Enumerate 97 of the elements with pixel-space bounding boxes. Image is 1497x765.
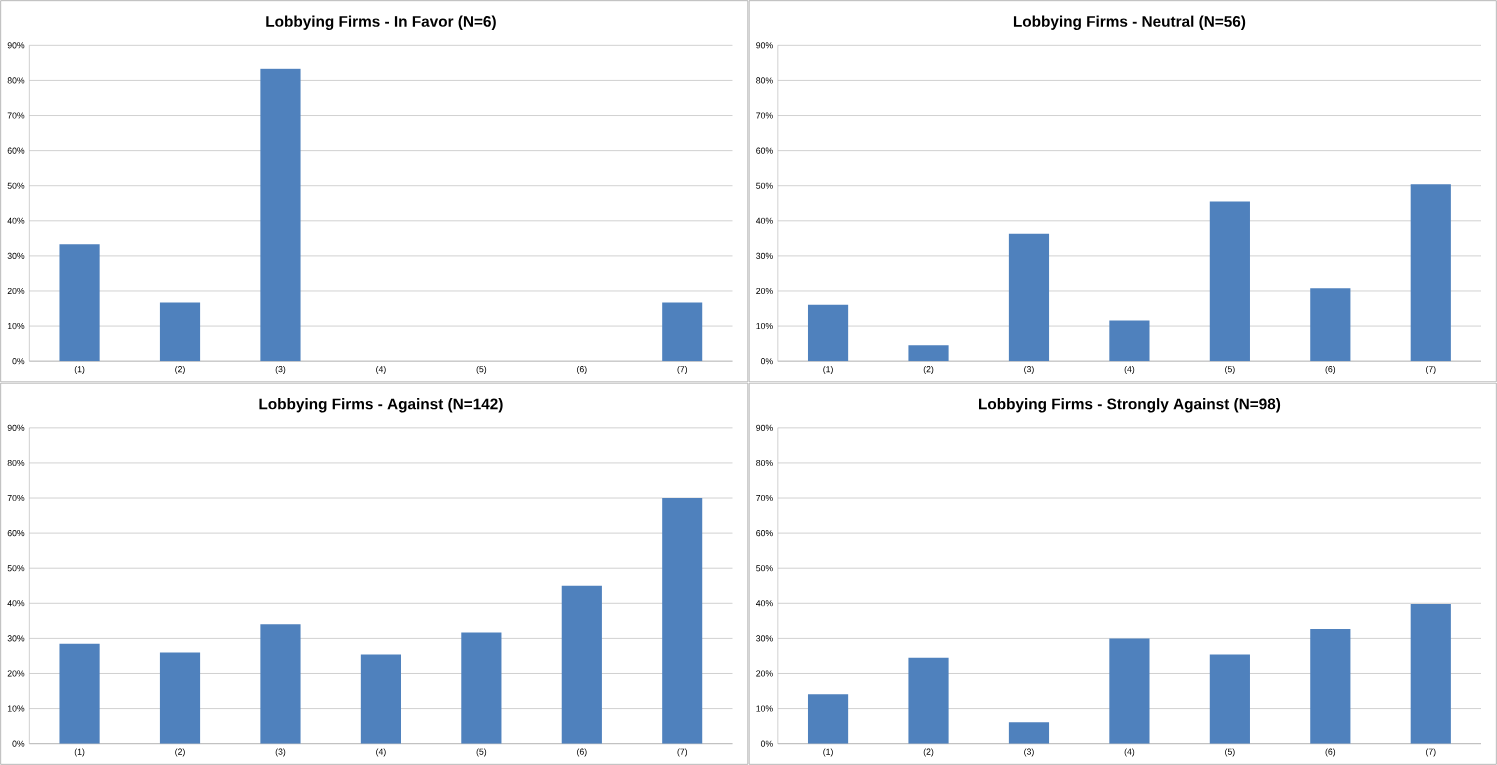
y-tick-label: 90% — [756, 424, 773, 431]
bar — [1310, 288, 1351, 362]
y-tick-label: 30% — [756, 252, 773, 259]
bar — [461, 632, 502, 744]
y-tick-label: 40% — [755, 600, 773, 607]
bar — [1109, 638, 1150, 744]
bar — [662, 302, 703, 362]
y-tick-label: 30% — [756, 635, 773, 642]
bar — [1008, 722, 1050, 744]
x-tick-label: (6) — [577, 748, 587, 757]
y-tick-label: 20% — [756, 287, 773, 295]
y-tick-label: 70% — [756, 494, 773, 502]
bar — [260, 68, 301, 362]
y-tick-label: 80% — [7, 459, 25, 466]
y-tick-label: 0% — [12, 740, 25, 747]
x-tick-label: (2) — [175, 748, 185, 757]
y-tick-label: 40% — [7, 600, 25, 607]
y-tick-label: 80% — [756, 77, 773, 84]
y-tick-label: 30% — [7, 635, 25, 642]
bar — [59, 643, 100, 744]
bar — [260, 624, 301, 744]
chart-title: Lobbying Firms - Strongly Against (N=98) — [979, 398, 1281, 413]
bar — [908, 345, 949, 362]
x-tick-label: (1) — [74, 365, 85, 374]
bar — [59, 244, 100, 362]
y-tick-label: 40% — [7, 217, 25, 224]
x-tick-label: (3) — [1024, 748, 1034, 757]
y-tick-label: 90% — [756, 42, 773, 49]
x-tick-label: (5) — [1225, 365, 1235, 374]
y-tick-label: 0% — [760, 358, 773, 365]
y-tick-label: 90% — [7, 42, 25, 49]
y-tick-label: 30% — [7, 252, 25, 259]
bar — [159, 652, 201, 744]
bar — [1209, 654, 1250, 744]
bar — [1008, 233, 1050, 362]
y-tick-label: 60% — [7, 530, 25, 537]
y-tick-label: 60% — [756, 530, 773, 537]
bar — [561, 585, 602, 744]
x-tick-label: (4) — [376, 365, 386, 374]
bar — [159, 302, 201, 362]
y-tick-label: 20% — [7, 287, 25, 295]
x-tick-label: (6) — [577, 365, 587, 374]
y-tick-label: 60% — [756, 147, 773, 154]
y-tick-label: 50% — [756, 182, 773, 189]
bar — [360, 654, 402, 744]
bar — [1310, 628, 1351, 744]
x-tick-label: (4) — [1124, 365, 1135, 374]
x-tick-label: (5) — [476, 748, 487, 757]
bar — [662, 498, 703, 744]
x-tick-label: (7) — [677, 748, 688, 757]
y-tick-label: 40% — [755, 217, 773, 224]
y-tick-label: 20% — [7, 670, 25, 677]
x-tick-label: (2) — [923, 365, 934, 374]
y-tick-label: 50% — [7, 565, 25, 572]
x-tick-label: (4) — [376, 748, 386, 757]
x-tick-label: (7) — [1426, 365, 1436, 374]
x-tick-label: (7) — [1426, 748, 1436, 757]
bar — [1410, 184, 1451, 362]
y-tick-label: 50% — [7, 182, 25, 189]
y-tick-label: 50% — [756, 565, 773, 572]
x-tick-label: (3) — [275, 365, 286, 374]
chart-title: Lobbying Firms - Neutral (N=56) — [1013, 15, 1246, 30]
y-tick-label: 60% — [7, 147, 25, 154]
bar — [807, 304, 849, 362]
y-tick-label: 0% — [760, 740, 773, 747]
y-tick-label: 0% — [12, 358, 25, 365]
x-tick-label: (5) — [1225, 748, 1235, 757]
x-tick-label: (6) — [1325, 365, 1336, 374]
x-tick-label: (7) — [677, 365, 688, 374]
x-tick-label: (3) — [1024, 365, 1034, 374]
x-tick-label: (1) — [823, 365, 833, 374]
bar — [1109, 320, 1150, 362]
chart-title: Lobbying Firms - Against (N=142) — [259, 398, 503, 413]
bar — [908, 657, 949, 744]
x-tick-label: (2) — [923, 748, 934, 757]
bar — [1410, 604, 1451, 744]
y-tick-label: 80% — [7, 77, 25, 84]
y-tick-label: 10% — [756, 705, 773, 712]
x-tick-label: (4) — [1124, 748, 1135, 757]
x-tick-label: (1) — [74, 748, 85, 757]
bar — [807, 694, 849, 744]
x-tick-label: (5) — [476, 365, 487, 374]
bar — [1209, 201, 1250, 362]
y-tick-label: 70% — [756, 112, 773, 119]
x-tick-label: (1) — [823, 748, 833, 757]
chart-title: Lobbying Firms - In Favor (N=6) — [266, 15, 496, 30]
x-tick-label: (6) — [1325, 748, 1336, 757]
y-tick-label: 10% — [7, 323, 25, 330]
x-tick-label: (3) — [275, 748, 286, 757]
y-tick-label: 10% — [756, 323, 773, 330]
x-tick-label: (2) — [175, 365, 185, 374]
y-tick-label: 10% — [7, 705, 25, 712]
y-tick-label: 90% — [7, 424, 25, 431]
y-tick-label: 70% — [7, 112, 25, 119]
y-tick-label: 70% — [7, 494, 25, 502]
y-tick-label: 20% — [756, 670, 773, 677]
y-tick-label: 80% — [756, 459, 773, 466]
